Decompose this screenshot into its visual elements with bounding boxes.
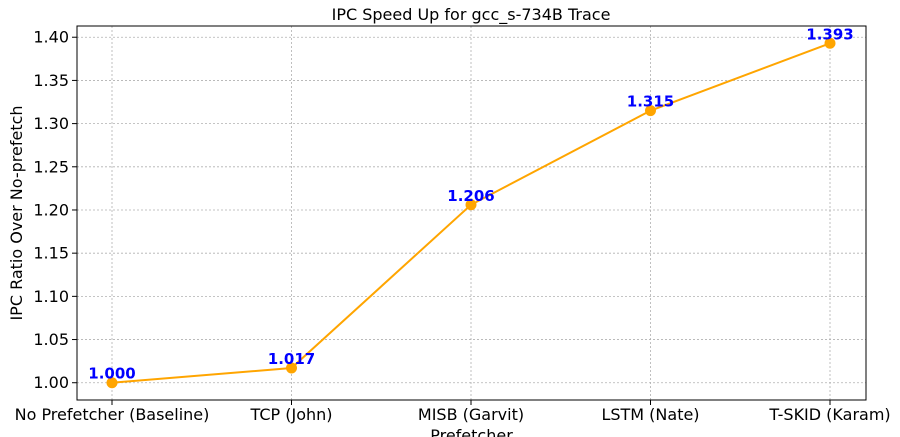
data-label: 1.206: [447, 187, 494, 205]
x-tick-label: MISB (Garvit): [418, 405, 524, 424]
y-tick-label: 1.40: [33, 28, 69, 47]
data-label: 1.000: [88, 365, 135, 383]
x-tick-label: No Prefetcher (Baseline): [15, 405, 210, 424]
y-tick-label: 1.10: [33, 287, 69, 306]
y-axis-title: IPC Ratio Over No-prefetch: [7, 105, 26, 320]
data-label: 1.315: [627, 93, 674, 111]
y-tick-label: 1.25: [33, 157, 69, 176]
x-tick-label: TCP (John): [249, 405, 332, 424]
x-axis-title: Prefetcher: [430, 426, 513, 437]
y-axis-ticks: 1.00 1.05 1.10 1.15 1.20 1.25 1.30 1.35 1.40: [33, 28, 77, 392]
chart-title: IPC Speed Up for gcc_s-734B Trace: [332, 5, 611, 25]
data-point: [286, 362, 297, 374]
data-point: [645, 105, 656, 117]
x-tick-label: LSTM (Nate): [601, 405, 699, 424]
y-tick-label: 1.30: [33, 114, 69, 133]
y-tick-label: 1.20: [33, 200, 69, 219]
y-tick-label: 1.35: [33, 71, 69, 90]
series-markers: [106, 37, 836, 389]
x-tick-label: T-SKID (Karam): [768, 405, 890, 424]
plot-frame: [76, 25, 867, 401]
data-point: [824, 37, 836, 49]
y-tick-label: 1.00: [33, 373, 69, 392]
data-label: 1.017: [268, 350, 315, 368]
data-point: [465, 199, 477, 211]
data-label: 1.393: [806, 25, 853, 43]
grid: [77, 26, 866, 400]
data-labels: 1.000 1.017 1.206 1.315 1.393: [88, 25, 853, 382]
x-axis-ticks: No Prefetcher (Baseline) TCP (John) MISB (…: [15, 400, 891, 424]
y-tick-label: 1.05: [33, 330, 69, 349]
data-point: [106, 377, 118, 389]
y-tick-label: 1.15: [33, 244, 69, 263]
